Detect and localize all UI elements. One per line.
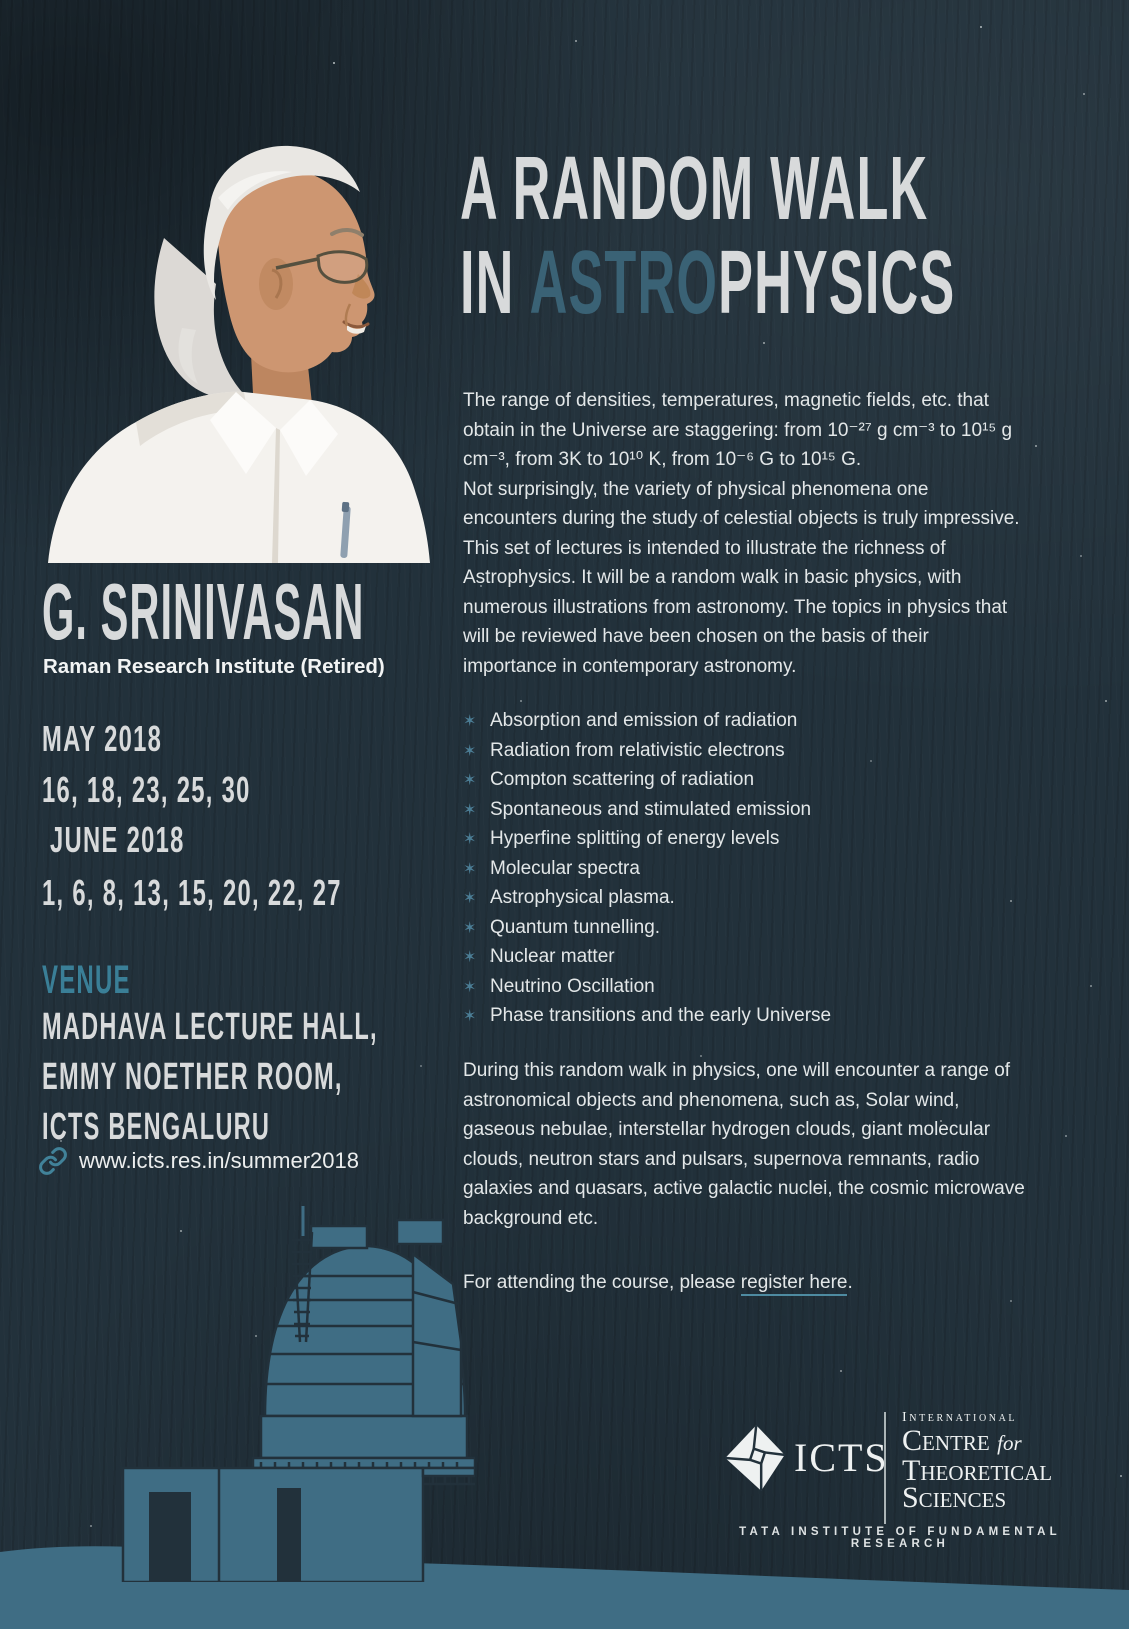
speaker-portrait-photo [48,145,430,563]
topic-label: Radiation from relativistic electrons [490,739,785,761]
poster-title-line2: IN ASTROPHYSICS [460,236,1129,330]
schedule-dates-june: 1, 6, 8, 13, 15, 20, 22, 27 [42,872,342,913]
topic-item: ✶ Spontaneous and stimulated emission [463,795,831,825]
venue-label: VENUE [42,958,131,1002]
poster-title: A RANDOM WALK IN ASTROPHYSICS [460,142,1129,330]
logo-divider [884,1412,886,1524]
schedule-dates-may: 16, 18, 23, 25, 30 [42,769,251,810]
tifr-tagline: TATA INSTITUTE OF FUNDAMENTAL RESEARCH [739,1526,1061,1550]
org-line-sciences: Sciences [902,1481,1007,1514]
topic-item: ✶ Absorption and emission of radiation [463,706,831,736]
org-name: International Centre for Theoretical Sci… [902,1410,1053,1514]
poster-title-line1: A RANDOM WALK [460,142,1129,236]
topic-label: Hyperfine splitting of energy levels [490,828,780,849]
star-bullet-icon: ✶ [463,890,477,907]
org-line-international: International [902,1410,1018,1425]
register-suffix: . [847,1272,853,1293]
topic-label: Quantum tunnelling. [490,916,661,938]
intro-paragraph-part2: Not surprisingly, the variety of physica… [463,478,1020,677]
org-line-theoretical: Theoretical [902,1454,1053,1487]
website-row[interactable]: www.icts.res.in/summer2018 [38,1146,359,1176]
icts-logo-lockup: ICTS International Centre for Theoretica… [700,1400,1100,1570]
star-field [0,0,2,2]
icts-pinwheel-icon [725,1425,785,1491]
star-bullet-icon: ✶ [463,831,477,848]
icts-wordmark: ICTS [794,1435,889,1480]
star-bullet-icon: ✶ [463,860,477,878]
topic-item: ✶ Quantum tunnelling. [463,913,831,943]
topic-label: Neutrino Oscillation [490,975,655,997]
schedule-month-may: MAY 2018 [42,718,163,759]
topic-label: Spontaneous and stimulated emission [490,798,812,820]
topic-item: ✶ Radiation from relativistic electrons [463,736,831,766]
intro-paragraph-part1: The range of densities, temperatures, ma… [463,390,1013,470]
topic-label: Nuclear matter [490,946,615,967]
topic-label: Phase transitions and the early Universe [490,1005,832,1026]
title-line1-text: A RANDOM WALK [460,139,929,239]
title-word-in: IN [460,233,515,333]
venue-line-room: EMMY NOETHER ROOM, [42,1056,343,1098]
topic-item: ✶ Nuclear matter [463,942,831,972]
topic-item: ✶ Molecular spectra [463,854,831,884]
observatory-door [149,1492,191,1582]
topic-label: Compton scattering of radiation [490,769,755,790]
register-here-link[interactable]: register here [740,1272,848,1296]
org-line-centre-for: Centre for [902,1424,1022,1457]
title-word-physics: PHYSICS [718,233,956,333]
venue-line-city: ICTS BENGALURU [42,1106,271,1148]
topics-list: ✶ Absorption and emission of radiation ✶ R… [463,706,831,1031]
star-bullet-icon: ✶ [463,978,477,996]
topic-item: ✶ Phase transitions and the early Univers… [463,1001,831,1031]
topic-item: ✶ Hyperfine splitting of energy levels [463,824,831,854]
star-bullet-icon: ✶ [463,919,477,937]
venue-line-hall: MADHAVA LECTURE HALL, [42,1006,378,1048]
website-url[interactable]: www.icts.res.in/summer2018 [79,1148,359,1173]
speaker-name: G. SRINIVASAN [42,567,365,656]
intro-paragraph: The range of densities, temperatures, ma… [463,386,1025,681]
star-bullet-icon: ✶ [463,713,477,730]
topic-item: ✶ Neutrino Oscillation [463,972,831,1002]
link-icon [39,1147,67,1175]
objects-paragraph: During this random walk in physics, one … [463,1060,1025,1229]
star-bullet-icon: ✶ [463,1008,477,1025]
star-bullet-icon: ✶ [463,772,477,789]
topic-label: Astrophysical plasma. [490,887,675,908]
star-bullet-icon: ✶ [463,801,477,819]
topic-item: ✶ Compton scattering of radiation [463,765,831,795]
title-word-astro: ASTRO [529,233,719,333]
register-prefix: For attending the course, please [463,1272,741,1293]
pen-in-pocket [340,506,351,559]
eyeglasses [275,257,319,270]
title-line2-text: IN ASTROPHYSICS [460,236,955,330]
register-text: For attending the course, please registe… [463,1272,853,1296]
star-bullet-icon: ✶ [463,949,477,966]
topic-label: Absorption and emission of radiation [490,710,798,731]
schedule-month-june: JUNE 2018 [50,819,185,860]
star-bullet-icon: ✶ [463,742,477,760]
observatory-illustration [121,1206,475,1582]
topic-label: Molecular spectra [490,857,640,879]
topic-item: ✶ Astrophysical plasma. [463,883,831,913]
speaker-affiliation: Raman Research Institute (Retired) [43,655,385,678]
